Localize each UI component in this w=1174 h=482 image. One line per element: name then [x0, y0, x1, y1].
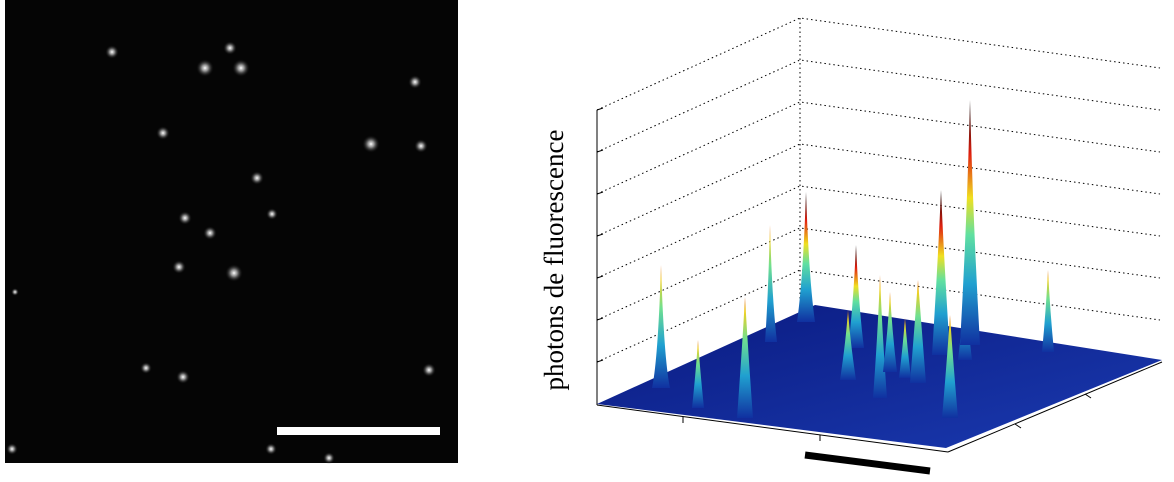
axes [596, 107, 1163, 453]
scale-bar-3d [804, 451, 931, 475]
fluorescent-spots [6, 41, 436, 464]
scale-bar [277, 427, 440, 435]
z-axis-label: photons de fluorescence [539, 130, 569, 391]
peaks [652, 100, 1054, 418]
microscopy-image [5, 0, 458, 463]
